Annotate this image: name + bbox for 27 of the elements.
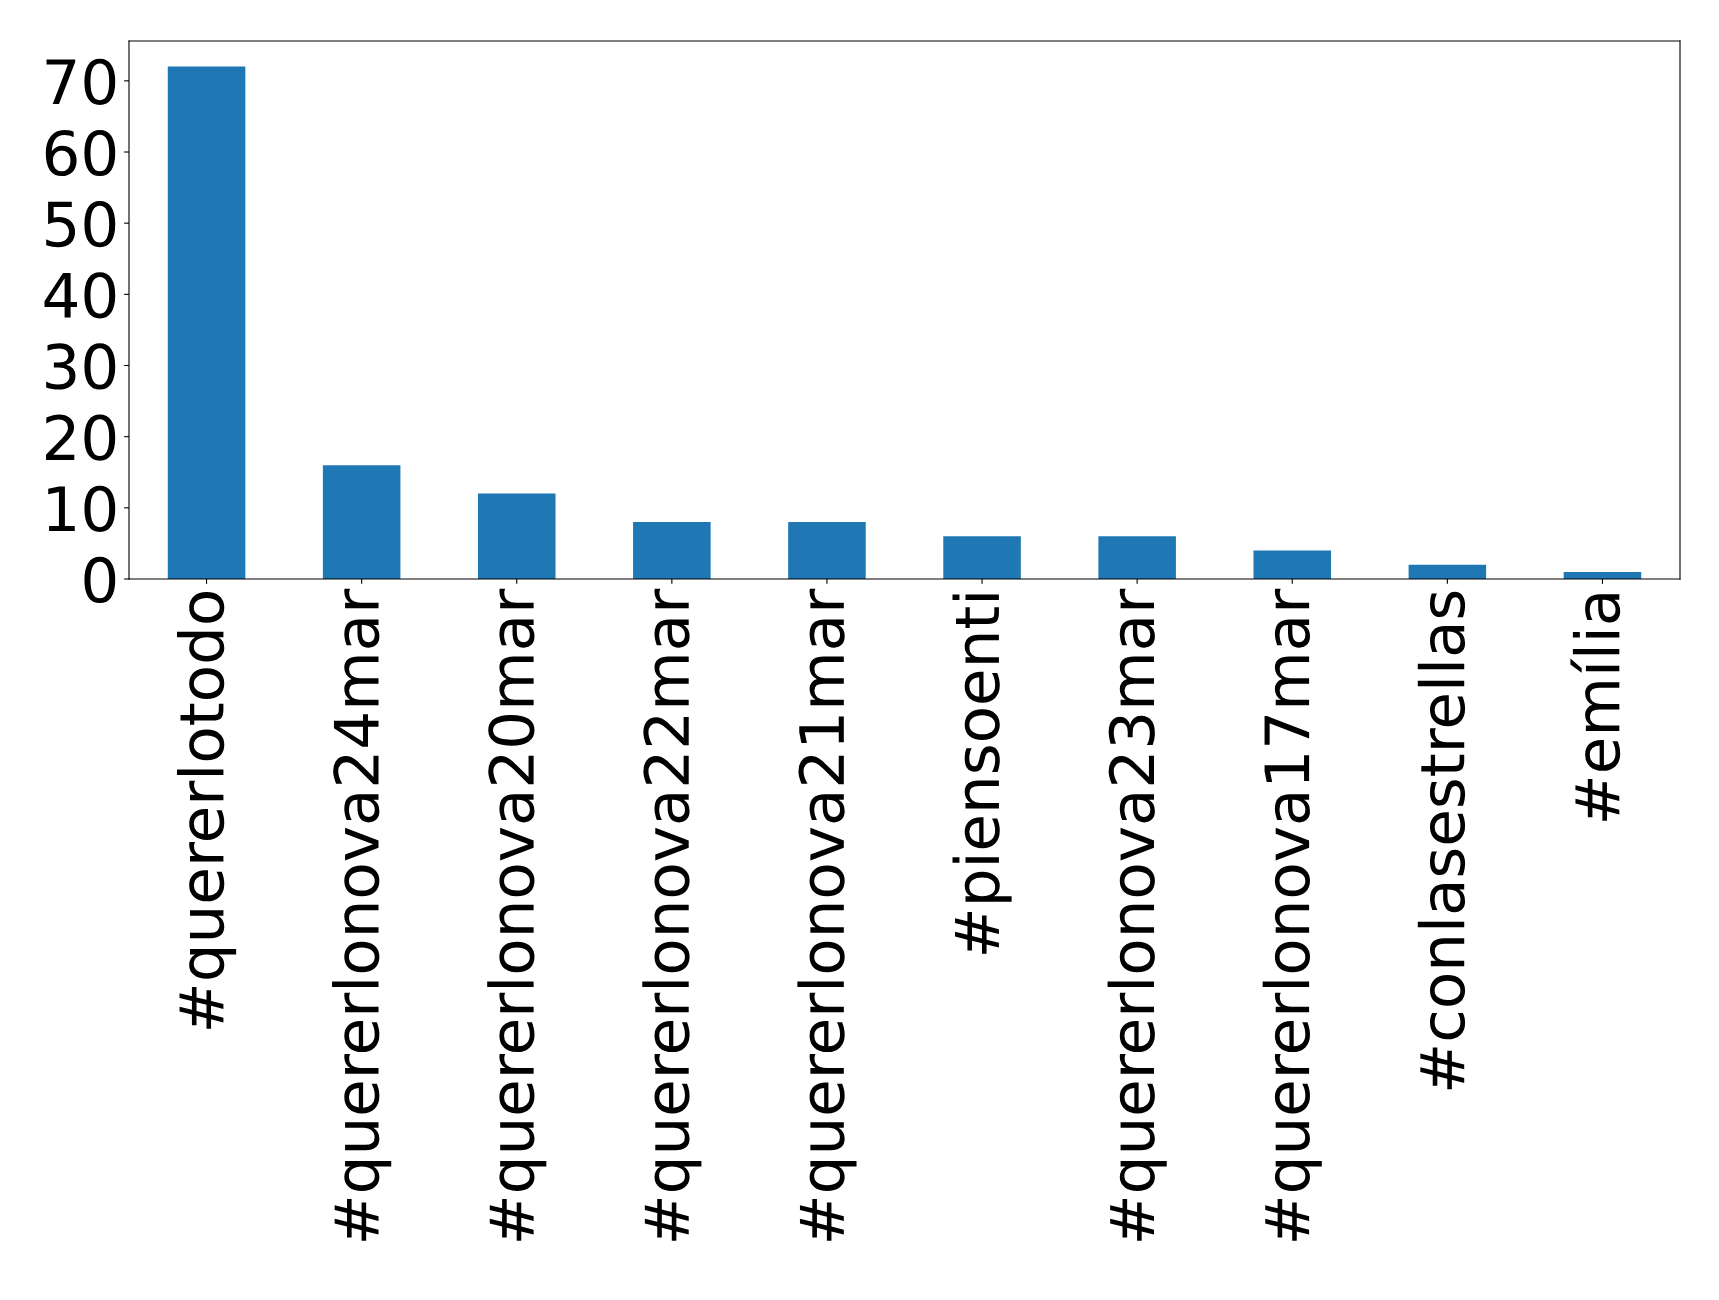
bar <box>1408 564 1487 579</box>
y-tick-label: 10 <box>48 485 116 532</box>
x-tick-label: #quererlotodo <box>176 592 237 1029</box>
bar <box>1098 536 1176 579</box>
y-tick-label: 20 <box>45 414 116 461</box>
y-tick-label: 70 <box>46 58 116 105</box>
bar <box>1253 550 1332 579</box>
x-tick-label: #emília <box>1570 594 1621 821</box>
x-tick-label: #quererlonova21mar <box>797 588 857 1241</box>
x-tick-label: #quererlonova17mar <box>1262 588 1322 1241</box>
x-tick-label: #piensoenti <box>952 594 1012 954</box>
x-tick-label: #conlasestrellas <box>1417 591 1466 1090</box>
y-tick-label: 50 <box>46 201 116 248</box>
y-tick-label: 40 <box>44 272 116 319</box>
bar <box>477 493 556 579</box>
bar <box>167 66 246 579</box>
x-tick-label: #quererlonova24mar <box>332 588 392 1241</box>
x-tick-label: #quererlonova20mar <box>487 588 547 1241</box>
y-tick-label: 0 <box>84 556 116 604</box>
y-tick-label: 30 <box>46 343 116 390</box>
bar <box>633 522 711 579</box>
bar <box>322 465 401 579</box>
bar <box>788 522 866 579</box>
x-tick-label: #quererlonova23mar <box>1107 588 1167 1241</box>
y-tick-label: 60 <box>45 129 116 177</box>
bar <box>943 536 1021 579</box>
x-tick-label: #quererlonova22mar <box>642 588 702 1241</box>
